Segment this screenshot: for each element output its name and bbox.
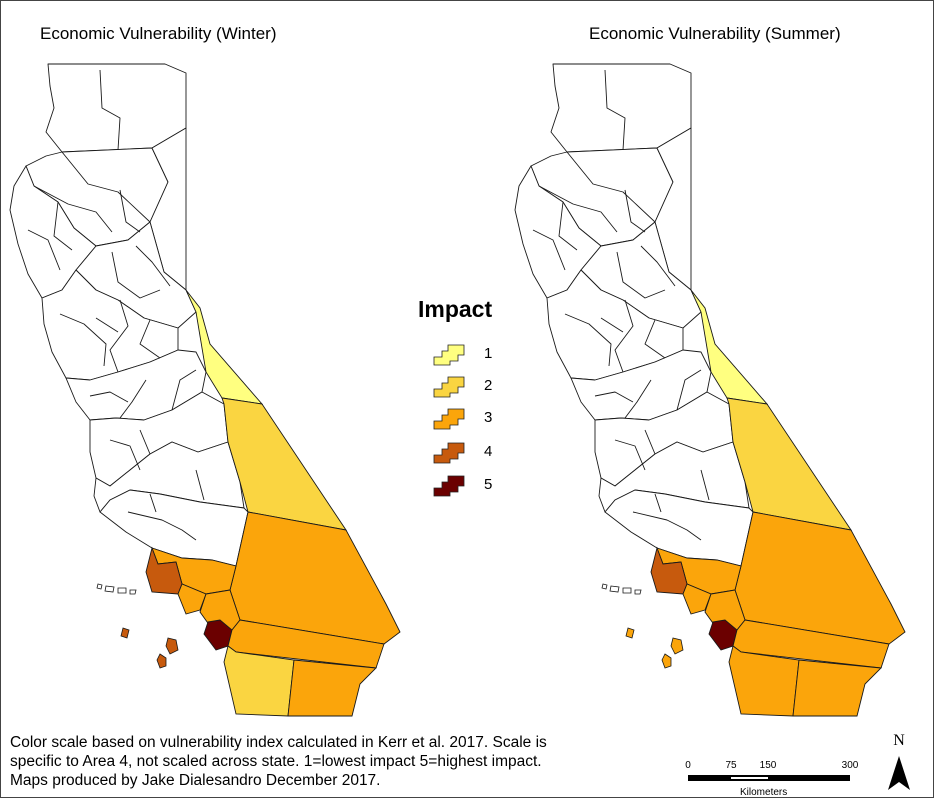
footnote-line: specific to Area 4, not scaled across st…	[10, 753, 542, 770]
scale-tick-label: 300	[841, 760, 859, 771]
legend-label: 1	[484, 345, 493, 362]
scale-tick-label: 75	[725, 760, 737, 771]
north-arrow: N	[882, 732, 916, 794]
north-arrow-icon	[888, 756, 910, 790]
summer-map	[514, 63, 906, 717]
legend-label: 3	[484, 409, 493, 426]
legend-swatch	[433, 442, 465, 464]
legend-swatch	[433, 344, 465, 366]
legend-item: 5	[432, 474, 512, 498]
winter-map	[9, 63, 401, 717]
legend-item: 3	[432, 407, 512, 431]
legend-label: 5	[484, 476, 493, 493]
footnote-line: Color scale based on vulnerability index…	[10, 734, 547, 751]
legend-item: 2	[432, 375, 512, 399]
north-label: N	[893, 732, 905, 749]
footnote: Color scale based on vulnerability index…	[10, 733, 670, 790]
legend-title: Impact	[418, 296, 493, 322]
legend-swatch	[433, 475, 465, 497]
winter-map-title: Economic Vulnerability (Winter)	[40, 24, 277, 43]
footnote-line: Maps produced by Jake Dialesandro Decemb…	[10, 772, 381, 789]
scale-bar-graphic	[688, 775, 850, 781]
legend-swatch	[433, 376, 465, 398]
scale-unit-label: Kilometers	[740, 787, 788, 798]
legend-label: 4	[484, 443, 493, 460]
legend-item: 1	[432, 343, 512, 367]
scale-tick-label: 0	[685, 760, 691, 771]
scale-tick-label: 150	[759, 760, 777, 771]
legend-swatch	[433, 408, 465, 430]
scale-bar: 0 75 150 300 Kilometers	[670, 750, 870, 800]
summer-map-title: Economic Vulnerability (Summer)	[589, 24, 841, 43]
legend-label: 2	[484, 377, 493, 394]
legend-item: 4	[432, 441, 512, 465]
